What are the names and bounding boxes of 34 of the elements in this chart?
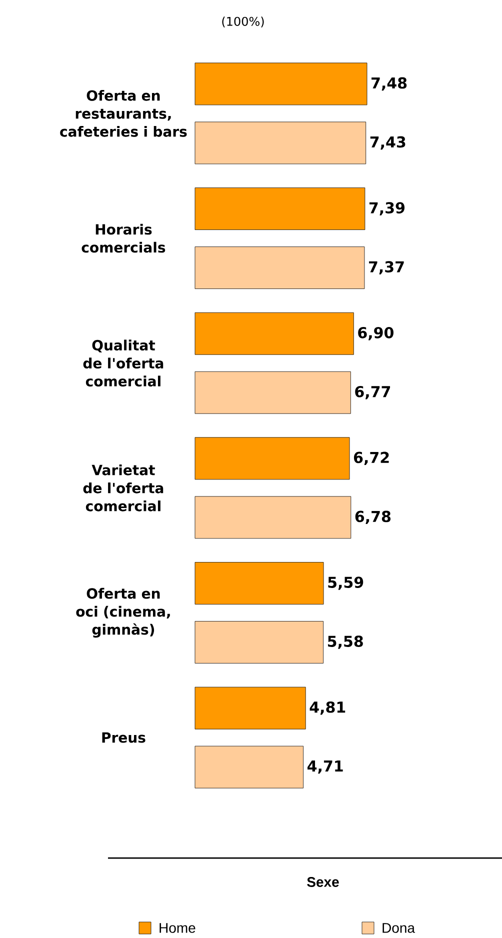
data-label: 7,39	[369, 202, 405, 216]
y-tick-label: Qualitat de l'oferta comercial	[83, 340, 164, 387]
data-label: 7,43	[370, 136, 406, 150]
y-tick-label: Varietat de l'oferta comercial	[83, 464, 164, 512]
bar	[194, 746, 304, 788]
data-label: 7,37	[369, 261, 404, 274]
bar	[194, 246, 365, 289]
y-tick-label: Horaris comercials	[82, 224, 166, 253]
data-label: 4,81	[310, 701, 346, 715]
bar	[194, 686, 306, 730]
text: (100%)	[222, 16, 264, 28]
data-label: 5,58	[328, 636, 363, 649]
data-label: 4,71	[308, 760, 343, 774]
bar	[194, 562, 324, 604]
y-tick-label: Preus	[102, 732, 146, 743]
data-label: 6,77	[355, 386, 390, 400]
data-label: 5,59	[328, 576, 364, 590]
bar	[194, 122, 366, 164]
bar	[194, 371, 351, 414]
legend-title: Sexe	[307, 877, 339, 887]
bar	[194, 496, 352, 539]
legend-label: Dona	[382, 923, 415, 933]
bar	[194, 621, 324, 664]
bar	[194, 437, 350, 480]
bar	[194, 312, 354, 355]
y-tick-label: Oferta en oci (cinema, gimnàs)	[76, 588, 170, 638]
data-label: 7,48	[372, 77, 407, 91]
data-label: 6,78	[355, 510, 391, 524]
data-label: 6,90	[358, 326, 394, 340]
bar	[194, 188, 366, 230]
data-label: 6,72	[354, 452, 389, 466]
y-tick-label: Oferta en restaurants, cafeteries i bars	[60, 90, 187, 137]
legend-label: Home	[160, 923, 196, 933]
bar	[194, 62, 368, 106]
